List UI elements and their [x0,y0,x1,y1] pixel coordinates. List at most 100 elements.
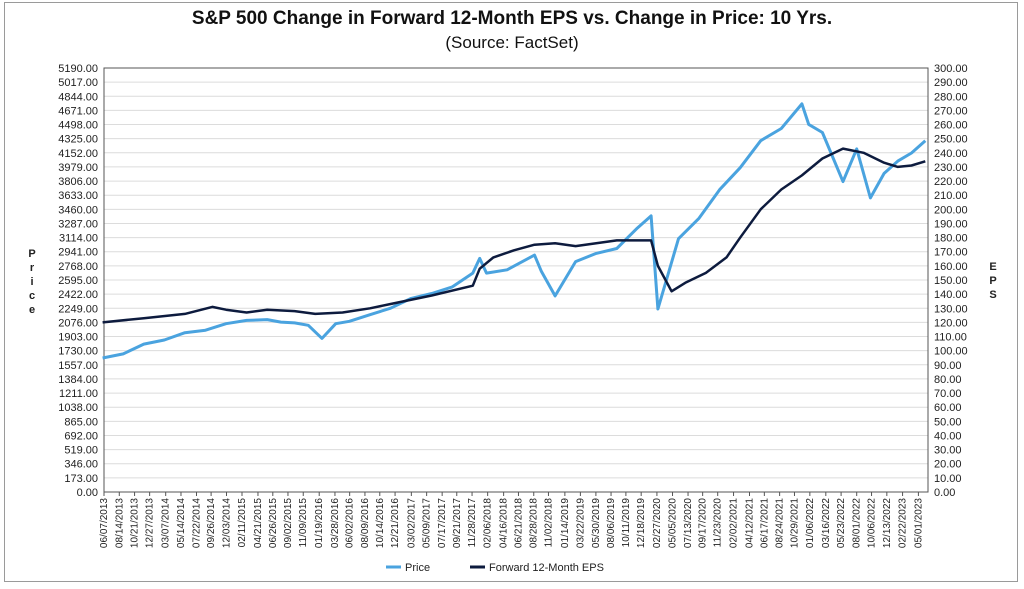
x-tick-label: 07/22/2014 [191,498,202,548]
y-tick-label: 4844.00 [58,91,98,103]
x-tick-label: 08/01/2022 [852,498,863,548]
x-tick-label: 02/11/2015 [237,498,248,548]
y2-tick-label: 300.00 [934,63,968,75]
x-tick-label: 05/23/2022 [836,498,847,548]
y2-tick-label: 230.00 [934,162,968,174]
y-tick-label: 2941.00 [58,247,98,259]
y2-tick-label: 50.00 [934,416,962,428]
x-tick-label: 10/11/2019 [621,498,632,548]
y2-tick-label: 30.00 [934,445,962,457]
x-tick-label: 09/21/2017 [452,498,463,548]
x-tick-label: 04/21/2015 [253,498,264,548]
y2-tick-label: 20.00 [934,459,962,471]
y-tick-label: 3806.00 [58,176,98,188]
y2-tick-label: 200.00 [934,204,968,216]
x-tick-label: 06/21/2018 [513,498,524,548]
y-tick-label: 1384.00 [58,374,98,386]
y2-tick-label: 250.00 [934,134,968,146]
y2-tick-label: 240.00 [934,148,968,160]
x-tick-label: 10/06/2022 [867,498,878,548]
y2-tick-label: 10.00 [934,473,962,485]
x-tick-label: 04/16/2018 [499,498,510,548]
x-tick-label: 12/03/2014 [221,498,232,548]
x-tick-label: 05/01/2023 [913,498,924,548]
y-axis-right-label: EPS [989,261,996,301]
y-tick-label: 2076.00 [58,317,98,329]
y-tick-label: 4498.00 [58,120,98,132]
x-tick-label: 11/02/2018 [543,498,554,548]
x-tick-label: 03/02/2017 [406,498,417,548]
y2-tick-label: 270.00 [934,105,968,117]
y-tick-label: 4671.00 [58,105,98,117]
x-tick-label: 12/21/2016 [390,498,401,548]
y-tick-label: 1211.00 [59,388,98,400]
y-tick-label: 3633.00 [58,190,98,202]
y-tick-label: 2595.00 [58,275,98,287]
x-tick-label: 01/19/2016 [314,498,325,548]
y-axis-left: 5190.00 5017.00 4844.00 4671.00 4498.00 4325.… [58,63,98,499]
y2-tick-label: 0.00 [934,487,955,499]
x-tick-label: 01/06/2022 [805,498,816,548]
y2-tick-label: 210.00 [934,190,968,202]
y2-tick-label: 90.00 [934,360,962,372]
series-layer [102,102,927,360]
x-tick-label: 03/22/2019 [575,498,586,548]
x-tick-label: 12/18/2019 [636,498,647,548]
chart-title: S&P 500 Change in Forward 12-Month EPS v… [191,8,833,29]
y-tick-label: 2422.00 [58,289,98,301]
y2-tick-label: 180.00 [934,233,968,245]
y-axis-left-label-letter: r [30,262,35,274]
y-axis-left-label-letter: i [30,276,33,288]
x-tick-label: 11/09/2015 [298,498,309,548]
y-tick-label: 4152.00 [58,148,98,160]
y2-tick-label: 110.00 [934,332,967,344]
y-axis-left-label-letter: P [28,248,35,260]
y2-tick-label: 60.00 [934,402,962,414]
y2-tick-label: 100.00 [934,346,968,358]
x-tick-label: 07/13/2020 [683,498,694,548]
x-tick-label: 09/17/2020 [698,498,709,548]
y-tick-label: 692.00 [64,430,98,442]
legend-eps-label: Forward 12-Month EPS [489,562,604,574]
y2-tick-label: 160.00 [934,261,968,273]
gridlines [104,67,928,493]
x-tick-label: 03/16/2022 [821,498,832,548]
x-tick-label: 02/06/2018 [483,498,494,548]
y-tick-label: 0.00 [77,487,98,499]
y-tick-label: 3114.00 [59,233,98,245]
x-tick-label: 05/05/2020 [668,498,679,548]
x-tick-label: 02/22/2023 [898,498,909,548]
y-tick-label: 3979.00 [58,162,98,174]
x-tick-label: 10/21/2013 [130,498,141,548]
y2-tick-label: 40.00 [934,430,962,442]
x-tick-label: 04/12/2021 [745,498,756,548]
legend: Price Forward 12-Month EPS [386,562,604,574]
y-axis-right-label-letter: S [989,289,996,301]
x-axis: 06/07/2013 08/14/2013 10/21/2013 12/27/2013… [99,492,924,548]
y-tick-label: 865.00 [64,416,98,428]
y2-tick-label: 80.00 [934,374,962,386]
legend-price-label: Price [405,562,430,574]
y2-tick-label: 140.00 [934,289,968,301]
plot-area [103,67,929,493]
y2-tick-label: 120.00 [934,317,968,329]
y-tick-label: 2249.00 [58,303,98,315]
x-tick-label: 09/26/2014 [206,498,217,548]
y-tick-label: 346.00 [64,459,98,471]
y-tick-label: 1557.00 [58,360,98,372]
chart-subtitle: (Source: FactSet) [445,33,579,52]
y2-tick-label: 220.00 [934,176,968,188]
x-tick-label: 06/17/2021 [759,498,770,548]
x-tick-label: 02/02/2021 [729,498,740,548]
y2-tick-label: 170.00 [934,247,968,259]
y2-tick-label: 70.00 [934,388,962,400]
y-tick-label: 3460.00 [58,204,98,216]
x-tick-label: 08/14/2013 [114,498,125,548]
x-tick-label: 08/06/2019 [606,498,617,548]
y-tick-label: 173.00 [64,473,98,485]
y-axis-left-label-letter: e [29,304,35,316]
y-tick-label: 2768.00 [58,261,98,273]
y-axis-right-label-letter: E [989,261,996,273]
chart-frame [4,2,1018,582]
